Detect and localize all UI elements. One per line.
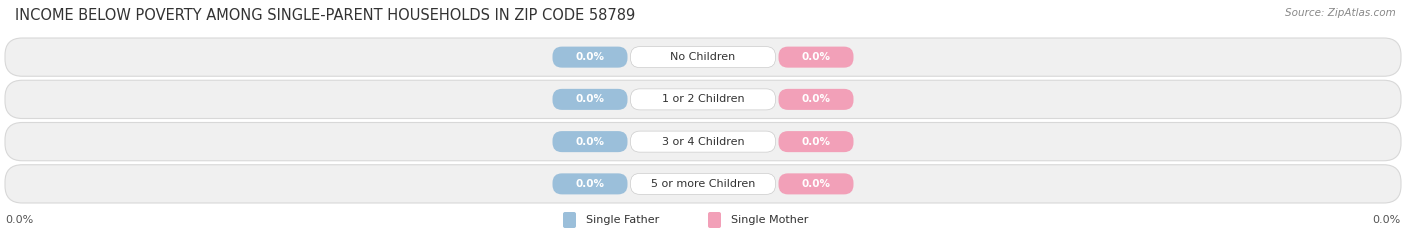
Text: 0.0%: 0.0% [575,94,605,104]
FancyBboxPatch shape [709,212,721,228]
Text: 0.0%: 0.0% [801,52,831,62]
Text: 3 or 4 Children: 3 or 4 Children [662,137,744,147]
Text: 0.0%: 0.0% [1372,215,1400,225]
FancyBboxPatch shape [6,38,1400,76]
FancyBboxPatch shape [630,47,776,68]
Text: Single Mother: Single Mother [731,215,808,225]
FancyBboxPatch shape [553,89,627,110]
FancyBboxPatch shape [630,173,776,194]
FancyBboxPatch shape [779,89,853,110]
FancyBboxPatch shape [779,173,853,194]
Text: Single Father: Single Father [586,215,659,225]
FancyBboxPatch shape [553,173,627,194]
FancyBboxPatch shape [6,80,1400,119]
Text: 0.0%: 0.0% [575,137,605,147]
FancyBboxPatch shape [562,212,576,228]
Text: Source: ZipAtlas.com: Source: ZipAtlas.com [1285,8,1396,18]
Text: No Children: No Children [671,52,735,62]
Text: 1 or 2 Children: 1 or 2 Children [662,94,744,104]
FancyBboxPatch shape [553,131,627,152]
Text: 0.0%: 0.0% [6,215,34,225]
Text: 0.0%: 0.0% [575,179,605,189]
Text: 0.0%: 0.0% [575,52,605,62]
FancyBboxPatch shape [779,47,853,68]
Text: 0.0%: 0.0% [801,94,831,104]
Text: 0.0%: 0.0% [801,137,831,147]
FancyBboxPatch shape [553,47,627,68]
FancyBboxPatch shape [630,89,776,110]
FancyBboxPatch shape [630,131,776,152]
FancyBboxPatch shape [6,165,1400,203]
Text: 0.0%: 0.0% [801,179,831,189]
Text: INCOME BELOW POVERTY AMONG SINGLE-PARENT HOUSEHOLDS IN ZIP CODE 58789: INCOME BELOW POVERTY AMONG SINGLE-PARENT… [15,8,636,23]
Text: 5 or more Children: 5 or more Children [651,179,755,189]
FancyBboxPatch shape [6,123,1400,161]
FancyBboxPatch shape [779,131,853,152]
